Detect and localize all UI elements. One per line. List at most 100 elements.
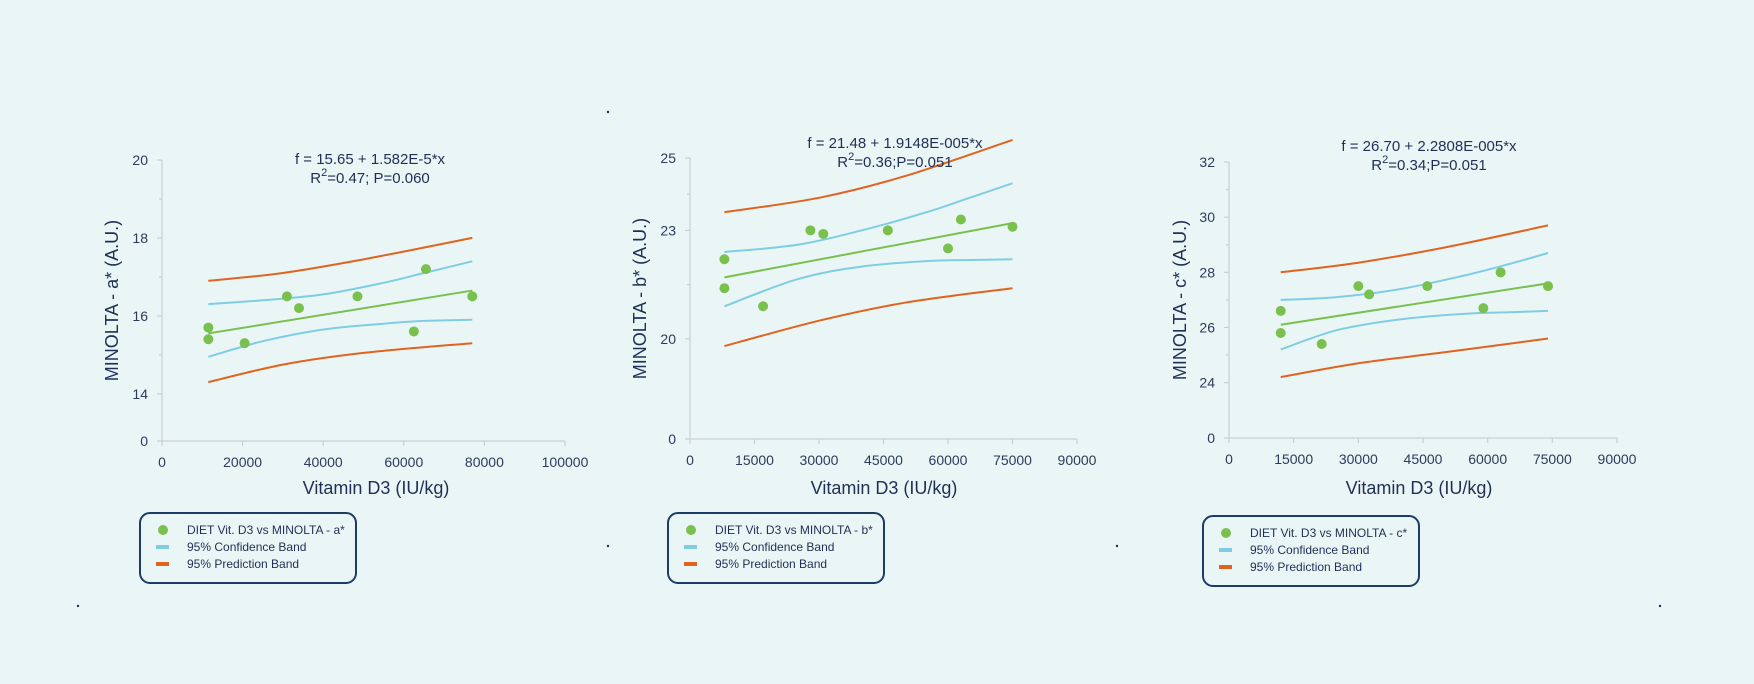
data-point (719, 283, 730, 294)
data-point (818, 228, 829, 239)
data-point (1364, 289, 1375, 300)
data-point (1275, 327, 1286, 338)
data-point (467, 291, 478, 302)
chart-panel-c: 0 15000 30000 45000 60000 75000 90000 24 26 28 30 3… (1170, 138, 1637, 587)
data-point (758, 301, 769, 312)
stray-dot (1115, 544, 1119, 548)
legend-label: 95% Confidence Band (1250, 543, 1369, 557)
legend-box (139, 512, 357, 584)
y-tick-label: 24 (1199, 375, 1215, 391)
x-tick-label: 15000 (1274, 451, 1313, 467)
r-squared-superscript: 2 (321, 167, 327, 179)
stray-dot (76, 604, 80, 608)
x-tick-label: 60000 (384, 454, 423, 470)
x-tick-label: 75000 (993, 452, 1032, 468)
legend-marker-points (1221, 528, 1231, 538)
data-point (805, 225, 816, 236)
x-tick-label: 0 (1225, 451, 1233, 467)
prediction-band-lower (208, 342, 473, 384)
y-tick-label: 14 (132, 386, 148, 402)
x-tick-label: 45000 (1404, 451, 1443, 467)
regression-line (208, 289, 473, 335)
regression-equation: f = 21.48 + 1.9148E-005*x (807, 135, 983, 152)
r-squared-prefix: R (1371, 157, 1382, 174)
y-tick-label: 23 (660, 222, 676, 238)
r-squared-value: =0.34;P=0.051 (1388, 157, 1486, 174)
confidence-band-upper (724, 182, 1013, 253)
data-point (203, 322, 214, 333)
chart-panel-b: 0 15000 30000 45000 60000 75000 90000 20 23 25 0 f … (630, 135, 1097, 584)
y-axis-label: MINOLTA - a* (A.U.) (102, 220, 122, 381)
y-tick-label: 32 (1199, 154, 1215, 170)
data-point (719, 254, 730, 265)
x-tick-label: 100000 (542, 454, 589, 470)
legend-label: 95% Confidence Band (187, 540, 306, 554)
y-tick-label: 26 (1199, 319, 1215, 335)
data-point (1353, 281, 1364, 292)
x-tick-label: 60000 (1468, 451, 1507, 467)
y-zero-tick-label: 0 (140, 433, 148, 449)
data-point (955, 214, 966, 225)
r-squared-label: R2=0.36;P=0.051 (837, 151, 952, 171)
x-tick-label: 40000 (304, 454, 343, 470)
x-tick-label: 30000 (1339, 451, 1378, 467)
confidence-band-upper (1280, 252, 1549, 301)
legend-label: 95% Confidence Band (715, 540, 834, 554)
data-point (239, 338, 250, 349)
data-point (1422, 281, 1433, 292)
y-axis-label: MINOLTA - c* (A.U.) (1170, 220, 1190, 380)
stray-dot (606, 110, 610, 114)
legend-marker-points (686, 525, 696, 535)
legend-label: DIET Vit. D3 vs MINOLTA - a* (187, 523, 345, 537)
r-squared-value: =0.47; P=0.060 (327, 170, 430, 187)
r-squared-value: =0.36;P=0.051 (854, 154, 952, 171)
legend: DIET Vit. D3 vs MINOLTA - b* 95% Confiden… (667, 512, 885, 584)
regression-equation: f = 26.70 + 2.2808E-005*x (1341, 138, 1517, 155)
x-tick-label: 30000 (800, 452, 839, 468)
stray-dot (606, 544, 610, 548)
y-zero-tick-label: 0 (1207, 430, 1215, 446)
data-point (420, 264, 431, 275)
r-squared-superscript: 2 (1382, 154, 1388, 166)
regression-line (724, 222, 1013, 279)
r-squared-prefix: R (837, 154, 848, 171)
data-point (1478, 303, 1489, 314)
y-tick-label: 16 (132, 308, 148, 324)
data-point (1275, 305, 1286, 316)
prediction-band-lower (1280, 337, 1549, 379)
data-point (943, 243, 953, 254)
stray-dot (1658, 604, 1662, 608)
y-tick-label: 20 (660, 331, 676, 347)
r-squared-label: R2=0.47; P=0.060 (310, 167, 430, 187)
x-axis-label: Vitamin D3 (IU/kg) (303, 478, 450, 498)
r-squared-superscript: 2 (848, 151, 854, 163)
r-squared-prefix: R (310, 170, 321, 187)
y-axis-label: MINOLTA - b* (A.U.) (630, 218, 650, 379)
data-point (1495, 267, 1506, 278)
data-point (1007, 221, 1018, 232)
legend-box (667, 512, 885, 584)
r-squared-label: R2=0.34;P=0.051 (1371, 154, 1486, 174)
data-point (1543, 281, 1554, 292)
data-point (1316, 339, 1327, 350)
legend-marker-points (158, 525, 168, 535)
x-tick-label: 90000 (1598, 451, 1637, 467)
y-zero-tick-label: 0 (668, 431, 676, 447)
x-tick-label: 75000 (1533, 451, 1572, 467)
prediction-band-upper (724, 138, 1013, 214)
y-tick-label: 20 (132, 152, 148, 168)
y-tick-label: 18 (132, 230, 148, 246)
x-axis-label: Vitamin D3 (IU/kg) (811, 478, 958, 498)
confidence-band-lower (724, 258, 1013, 308)
prediction-band-upper (208, 236, 473, 282)
legend-label: 95% Prediction Band (715, 557, 827, 571)
confidence-band-lower (208, 318, 473, 358)
x-axis-label: Vitamin D3 (IU/kg) (1346, 478, 1493, 498)
y-tick-label: 30 (1199, 209, 1215, 225)
y-tick-label: 25 (660, 150, 676, 166)
y-tick-label: 28 (1199, 264, 1215, 280)
data-point (203, 334, 214, 345)
chart-panel-a: 0 20000 40000 60000 80000 100000 14 16 18 20 0 f = … (102, 151, 589, 584)
regression-equation: f = 15.65 + 1.582E-5*x (295, 151, 446, 168)
